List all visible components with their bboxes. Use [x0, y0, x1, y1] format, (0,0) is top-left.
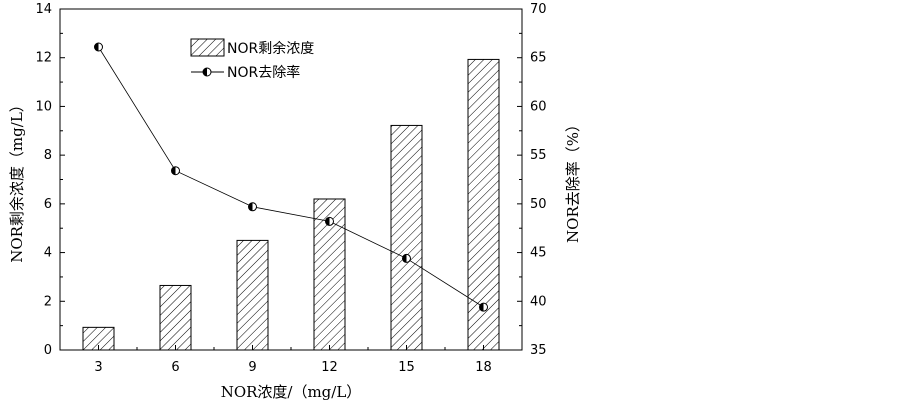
line-point: [171, 166, 180, 176]
line-point: [325, 216, 334, 226]
y2-tick-label: 45: [530, 246, 547, 261]
y-tick-label: 8: [44, 148, 52, 163]
y-tick-label: 12: [35, 51, 52, 66]
bar: [390, 124, 423, 351]
y2-axis-title: NOR去除率（%）: [564, 117, 582, 243]
legend-marker-icon: [202, 67, 212, 77]
x-tick-label: 15: [398, 360, 415, 375]
line-point: [479, 302, 488, 312]
y2-tick-label: 55: [530, 148, 547, 163]
legend: NOR剩余浓度 NOR去除率: [190, 38, 314, 81]
y-tick-label: 4: [44, 246, 52, 261]
y2-tick-label: 50: [530, 197, 547, 212]
legend-label-line: NOR去除率: [227, 64, 300, 81]
x-tick-label: 18: [475, 360, 492, 375]
y-tick-label: 0: [44, 343, 52, 358]
y2-tick-label: 70: [530, 2, 547, 17]
bar: [159, 284, 192, 351]
line-point: [94, 42, 103, 52]
x-tick-label: 6: [171, 360, 179, 375]
bar: [467, 58, 500, 351]
x-tick-label: 12: [321, 360, 338, 375]
y-tick-label: 2: [44, 294, 52, 309]
y-axis-title: NOR剩余浓度（mg/L）: [8, 97, 26, 263]
series-line: [98, 46, 484, 308]
y-tick-label: 6: [44, 197, 52, 212]
y2-tick-label: 40: [530, 294, 547, 309]
y-tick-label: 14: [35, 2, 52, 17]
legend-swatch-bar: [190, 38, 225, 57]
line-point: [248, 202, 257, 212]
legend-label-bar: NOR剩余浓度: [227, 40, 314, 57]
axes-layer: 0 2 4 6 8 10 12 14 35 40 45 50 55 60 65 70 3 6 9 12 15 18: [35, 2, 546, 375]
plot-frame: [59, 8, 523, 351]
y2-tick-label: 60: [530, 99, 547, 114]
x-tick-label: 3: [94, 360, 102, 375]
line-layer: [94, 42, 488, 312]
x-axis-title: NOR浓度/（mg/L）: [221, 383, 362, 401]
y2-tick-label: 65: [530, 51, 547, 66]
y-tick-label: 10: [35, 99, 52, 114]
y2-tick-label: 35: [530, 343, 547, 358]
x-tick-label: 9: [248, 360, 256, 375]
bar: [236, 239, 269, 351]
bars-layer: [82, 58, 500, 351]
line-point: [402, 253, 411, 263]
